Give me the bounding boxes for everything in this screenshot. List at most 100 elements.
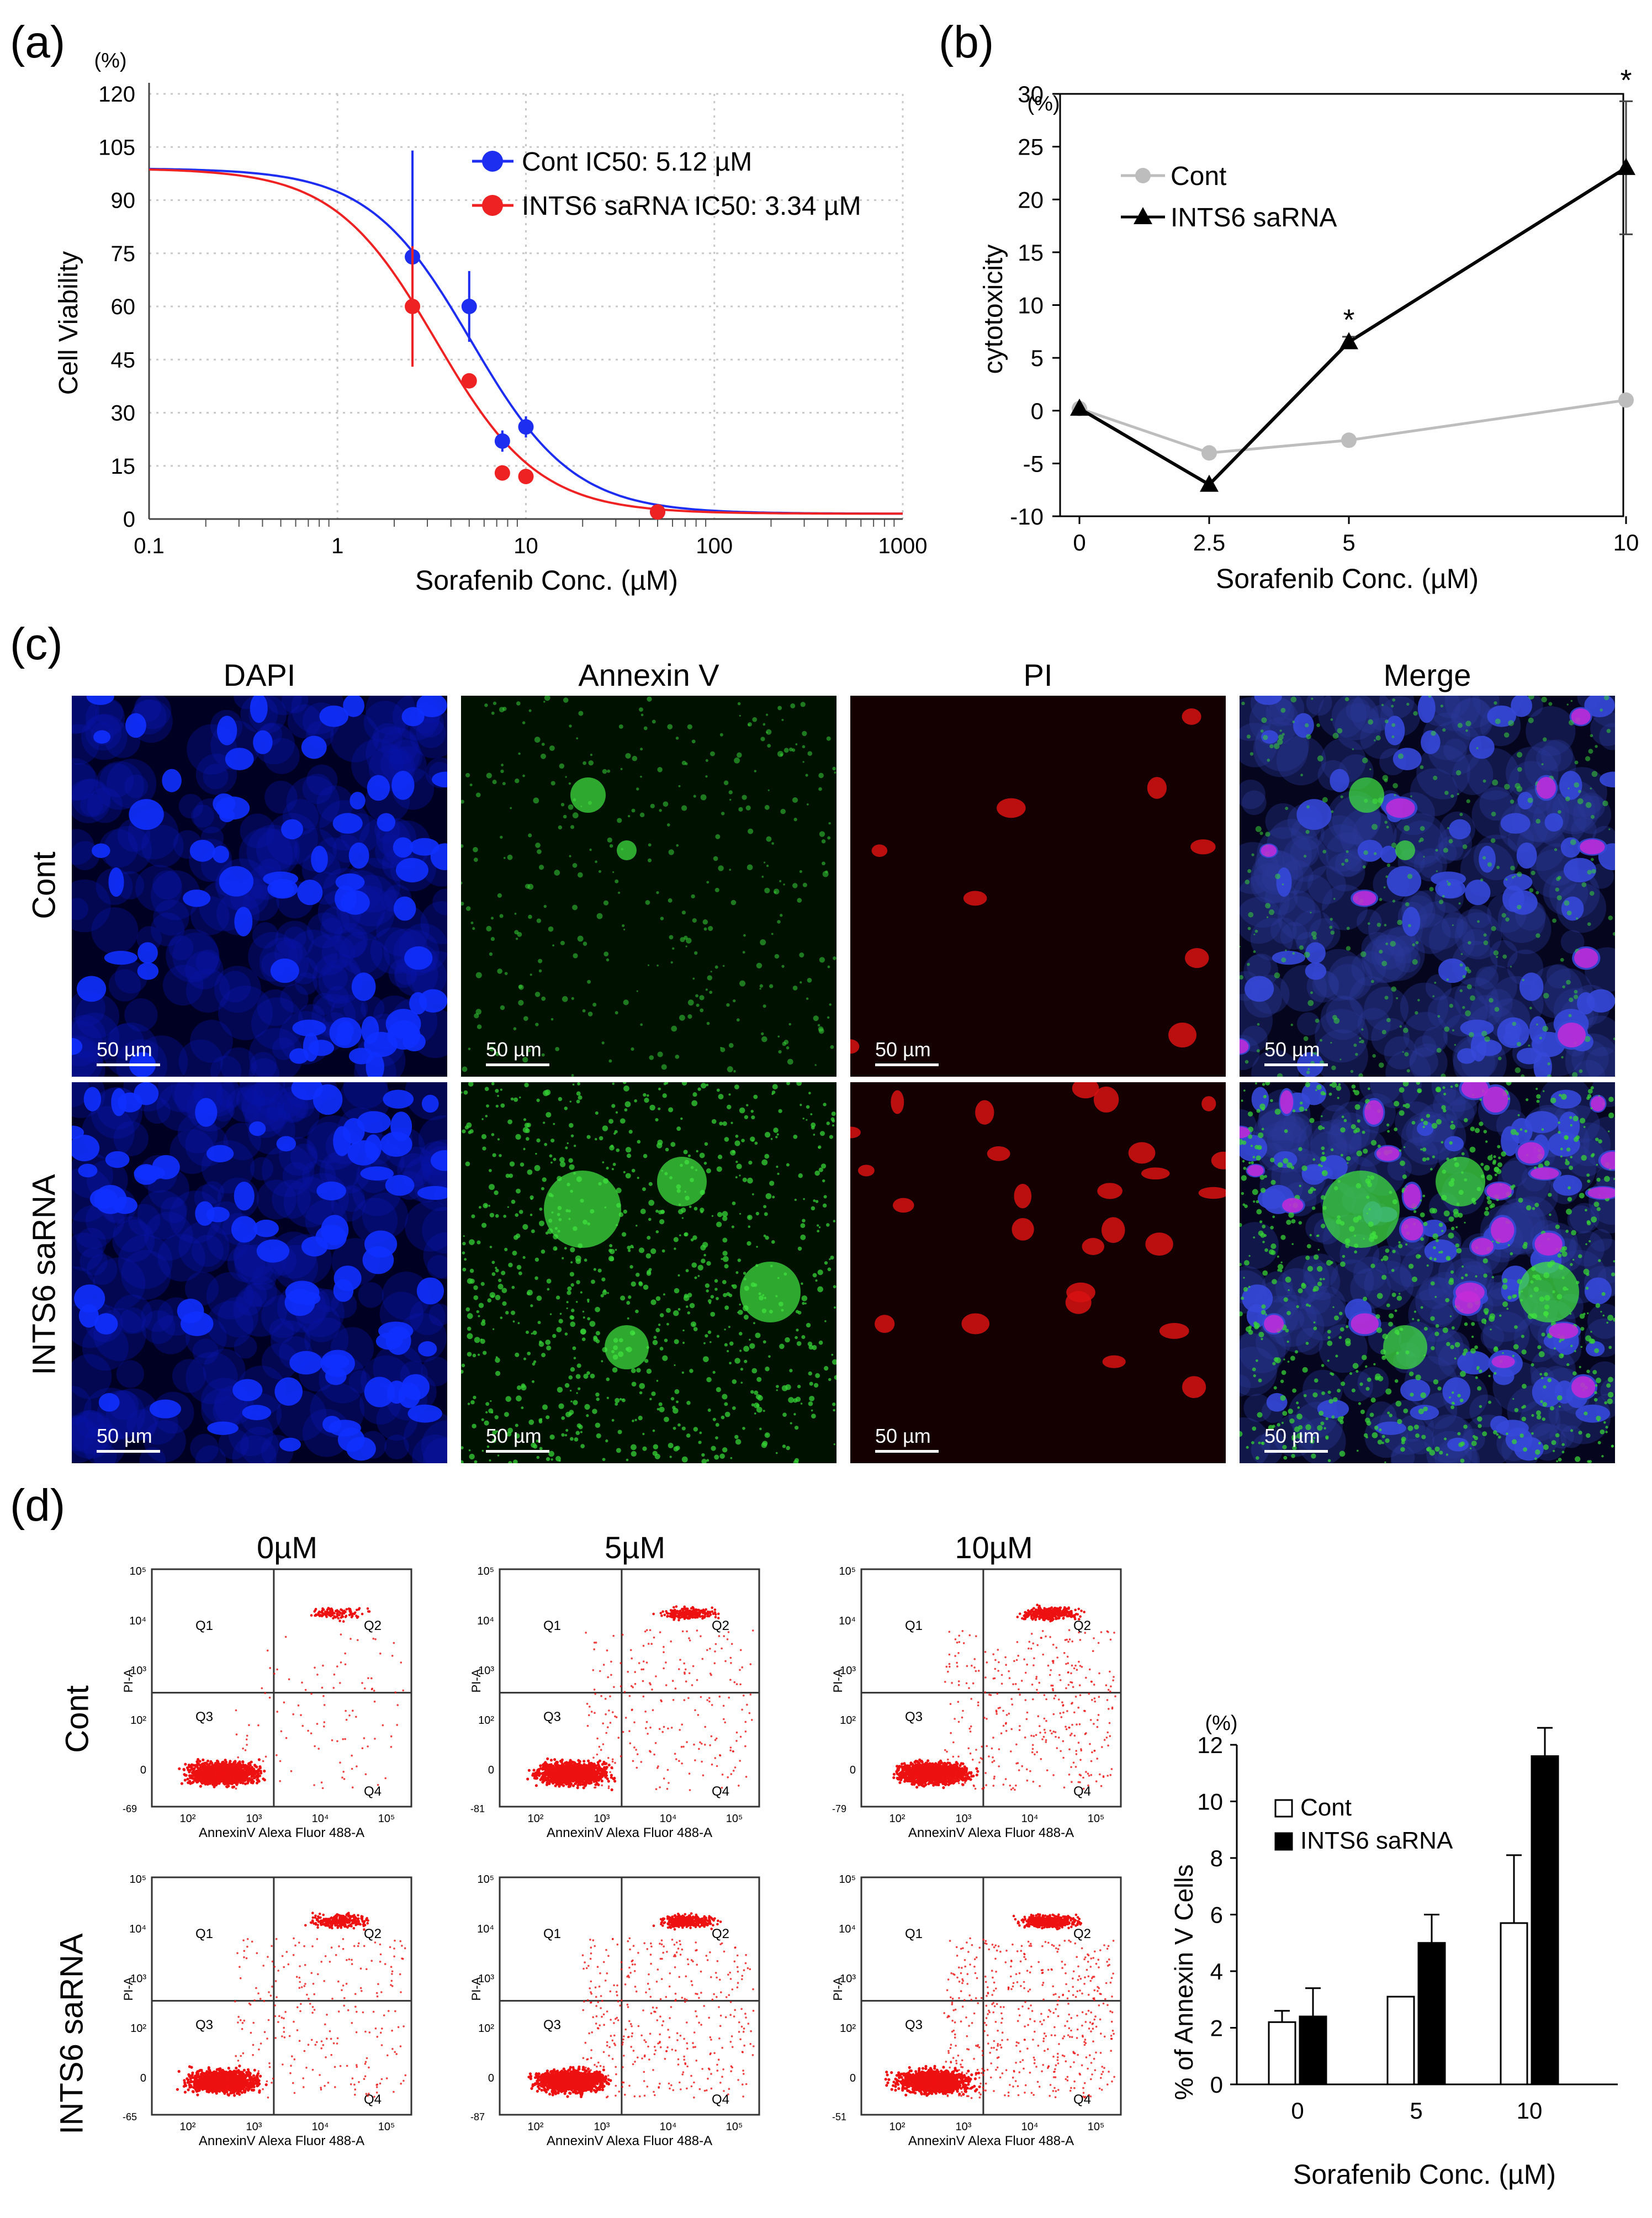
- annexin-speckle: [732, 1201, 736, 1205]
- annexin-speckle: [503, 1214, 507, 1218]
- annexin-speckle: [1538, 1442, 1542, 1445]
- annexin-speckle: [1482, 1258, 1488, 1264]
- annexin-speckle: [722, 1394, 728, 1400]
- annexin-speckle: [584, 1404, 590, 1410]
- annexin-speckle: [495, 1370, 501, 1376]
- annexin-speckle: [763, 1234, 766, 1237]
- cytoplasm-haze: [75, 994, 120, 1039]
- annexin-speckle: [817, 1230, 820, 1233]
- annexin-speckle: [1487, 1199, 1492, 1205]
- annexin-speckle: [657, 1051, 663, 1057]
- data-point-ints6: [650, 504, 666, 520]
- annexin-speckle: [717, 1155, 723, 1160]
- annexin-speckle: [829, 1258, 831, 1261]
- nucleus: [93, 730, 111, 744]
- cytoplasm-haze: [283, 927, 306, 949]
- annexin-speckle: [702, 919, 708, 925]
- annexin-speckle: [699, 1152, 705, 1158]
- nucleus: [207, 1421, 239, 1435]
- annexin-speckle: [795, 1336, 798, 1340]
- annexin-speckle: [674, 1247, 676, 1250]
- annexin-speckle: [1555, 887, 1559, 892]
- annexin-speckle: [538, 959, 543, 964]
- annexin-speckle: [1423, 855, 1425, 858]
- annexin-speckle: [783, 883, 785, 886]
- annexin-speckle: [1396, 1295, 1402, 1301]
- cytoplasm-haze: [1265, 803, 1301, 839]
- annexin-speckle: [1243, 1287, 1248, 1292]
- annexin-speckle: [541, 1250, 546, 1254]
- cytoplasm-haze: [190, 1433, 219, 1463]
- annexin-speckle: [1362, 1130, 1365, 1134]
- annexin-speckle: [543, 701, 546, 703]
- annexin-speckle: [817, 1024, 820, 1027]
- annexin-speckle: [600, 1294, 604, 1298]
- cytoplasm-haze: [1428, 917, 1475, 964]
- event-dot: [180, 1782, 183, 1785]
- annexin-speckle: [1265, 903, 1271, 909]
- annexin-speckle: [722, 1280, 727, 1284]
- nucleus: [337, 1427, 365, 1452]
- annexin-speckle: [791, 748, 796, 752]
- annexin-speckle: [1465, 729, 1468, 732]
- annexin-speckle: [1440, 704, 1444, 708]
- annexin-speckle: [1589, 1338, 1595, 1344]
- annexin-speckle: [462, 1066, 468, 1072]
- annexin-speckle: [697, 1264, 703, 1271]
- nucleus: [1254, 696, 1282, 705]
- annexin-speckle: [461, 800, 464, 804]
- annexin-speckle: [1471, 1441, 1477, 1447]
- annexin-speckle: [698, 1441, 702, 1444]
- annexin-speckle: [1335, 1354, 1338, 1358]
- annexin-speckle: [1315, 1089, 1317, 1092]
- annexin-speckle: [823, 1195, 827, 1199]
- annexin-speckle: [693, 1206, 698, 1211]
- annexin-speckle: [646, 1271, 652, 1276]
- annexin-speckle: [763, 1340, 766, 1344]
- cytoplasm-haze: [363, 701, 406, 743]
- cytoplasm-haze: [290, 1144, 317, 1171]
- annexin-speckle: [1300, 1102, 1303, 1105]
- cytoplasm-haze: [128, 1204, 161, 1236]
- cytoplasm-haze: [144, 1211, 193, 1261]
- annexin-speckle: [1431, 1123, 1438, 1129]
- annexin-speckle: [804, 1302, 807, 1305]
- annexin-speckle: [687, 1154, 691, 1157]
- annexin-speckle: [783, 748, 789, 753]
- annexin-speckle: [1581, 1155, 1587, 1161]
- annexin-speckle: [517, 1322, 520, 1325]
- nucleus: [225, 748, 254, 770]
- annexin-speckle: [1436, 1119, 1442, 1125]
- cytoplasm-haze: [1546, 964, 1571, 989]
- cytoplasm-haze: [1240, 1346, 1277, 1396]
- nucleus: [401, 707, 425, 727]
- scale-bar-line: [875, 1063, 939, 1066]
- annexin-speckle: [570, 1283, 574, 1287]
- cytoplasm-haze: [103, 825, 152, 875]
- annexin-speckle: [1491, 1241, 1494, 1243]
- annexin-speckle: [1359, 1041, 1361, 1044]
- annexin-speckle: [1581, 882, 1587, 887]
- annexin-speckle: [595, 1422, 601, 1428]
- pi-nucleus: [875, 1315, 895, 1333]
- annexin-speckle: [467, 1402, 470, 1405]
- annexin-speckle: [1590, 787, 1592, 790]
- annexin-speckle: [1283, 1297, 1288, 1302]
- annexin-speckle: [501, 1288, 507, 1294]
- annexin-speckle: [485, 1411, 488, 1414]
- annexin-speckle: [489, 1459, 491, 1462]
- annexin-speckle: [696, 1150, 698, 1153]
- annexin-speckle: [493, 1328, 495, 1330]
- annexin-speckle: [643, 1093, 647, 1097]
- annexin-speckle: [602, 1125, 608, 1131]
- annexin-speckle: [1386, 1018, 1391, 1023]
- annexin-speckle: [1507, 1244, 1510, 1246]
- annexin-speckle: [825, 870, 828, 874]
- data-point-cont: [1201, 445, 1217, 461]
- cytoplasm-haze: [108, 1023, 144, 1060]
- annexin-speckle: [1535, 1087, 1538, 1091]
- nucleus: [1272, 951, 1305, 965]
- nucleus: [350, 792, 366, 810]
- chart-a-x-axis-label: Sorafenib Conc. (µM): [415, 565, 678, 596]
- annexin-speckle: [1344, 697, 1349, 702]
